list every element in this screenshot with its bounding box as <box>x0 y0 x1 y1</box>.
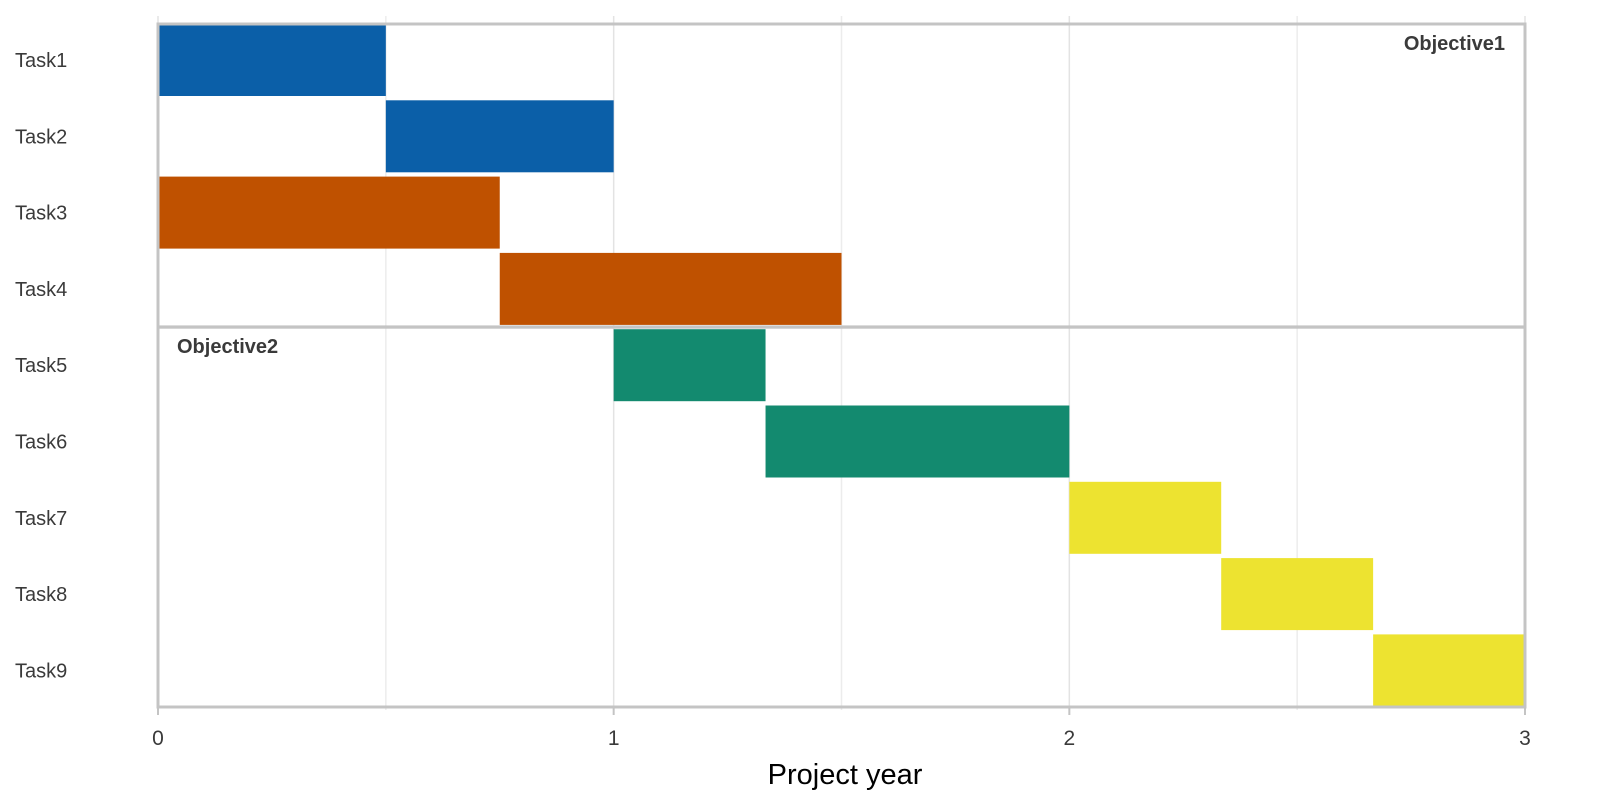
task-label: Task9 <box>15 660 67 682</box>
objective-label: Objective2 <box>177 336 278 358</box>
task-label: Task1 <box>15 50 67 72</box>
x-axis-title: Project year <box>768 759 923 791</box>
x-tick-label: 3 <box>1519 727 1531 750</box>
task-bar-task9 <box>1373 634 1525 707</box>
x-tick-label: 1 <box>608 727 620 750</box>
task-label: Task5 <box>15 355 67 377</box>
task-bar-task2 <box>385 100 614 173</box>
objective-frames: Objective1 Objective2 <box>156 22 1527 709</box>
objective-frame <box>156 325 1527 709</box>
task-label: Task2 <box>15 126 67 148</box>
task-bar-task7 <box>1069 481 1222 554</box>
objective-label: Objective1 <box>1404 33 1505 55</box>
task-bars <box>158 24 1525 707</box>
task-bar-task3 <box>158 176 500 249</box>
task-bar-task5 <box>613 329 766 402</box>
x-axis: 0 1 2 3 <box>152 707 1531 750</box>
task-label: Task4 <box>15 279 67 301</box>
x-tick-label: 2 <box>1063 727 1075 750</box>
task-bar-task1 <box>158 24 386 96</box>
task-label: Task3 <box>15 203 67 225</box>
x-tick-label: 0 <box>152 727 164 750</box>
task-label: Task8 <box>15 584 67 606</box>
task-bar-task8 <box>1221 558 1374 631</box>
task-label: Task7 <box>15 508 67 530</box>
task-labels: Task1 Task2 Task3 Task4 Task5 Task6 Task7 Task8… <box>15 50 67 682</box>
task-bar-task4 <box>499 252 842 325</box>
task-label: Task6 <box>15 432 67 454</box>
task-bar-task6 <box>765 405 1070 478</box>
